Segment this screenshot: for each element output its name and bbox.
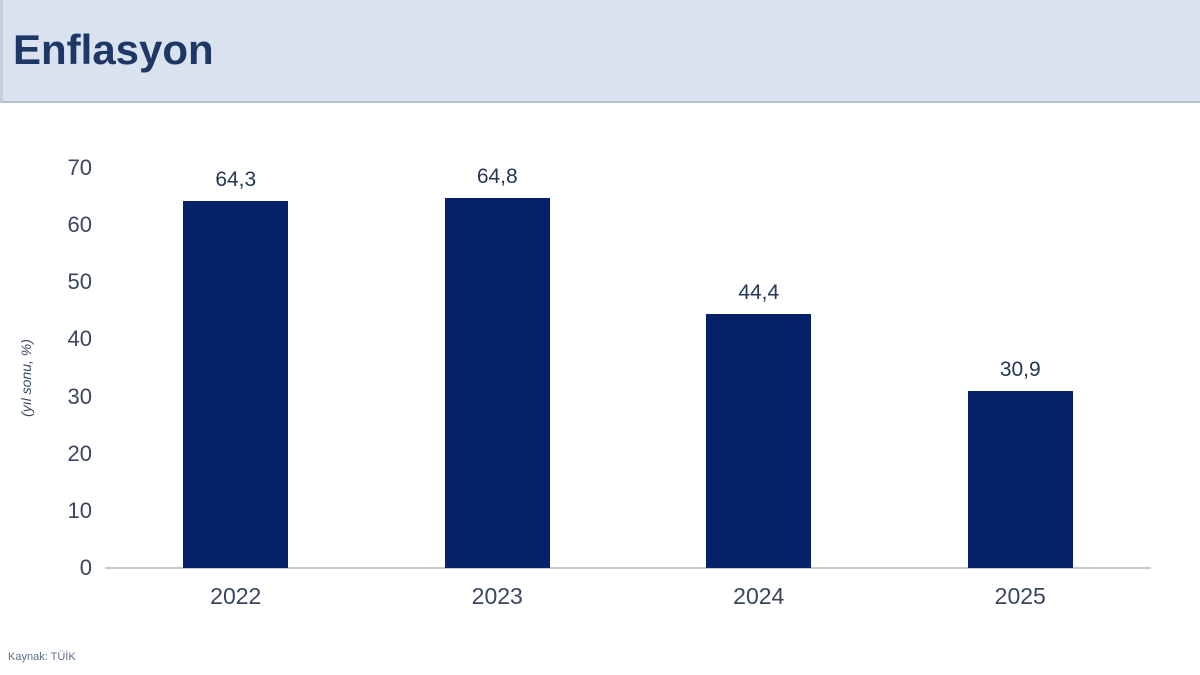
slide-header: Enflasyon bbox=[0, 0, 1200, 103]
bar-value-label: 64,8 bbox=[476, 164, 518, 188]
inflation-bar-chart: (yıl sonu, %) 0 10 20 30 40 50 60 70 64,3 2022 64… bbox=[0, 103, 1200, 643]
bar bbox=[444, 197, 550, 568]
x-axis-label: 2023 bbox=[471, 583, 523, 609]
x-axis-label: 2022 bbox=[210, 583, 262, 609]
x-axis-label: 2025 bbox=[994, 583, 1046, 609]
bar bbox=[706, 314, 812, 568]
y-tick-label: 30 bbox=[67, 383, 92, 409]
y-tick-label: 40 bbox=[67, 326, 92, 352]
y-tick-label: 10 bbox=[67, 497, 92, 523]
bar-value-label: 30,9 bbox=[999, 358, 1041, 382]
y-axis-title: (yıl sonu, %) bbox=[18, 339, 34, 417]
y-tick-label: 20 bbox=[67, 440, 92, 466]
bar bbox=[967, 391, 1073, 568]
x-axis-label: 2024 bbox=[733, 583, 785, 609]
y-tick-label: 60 bbox=[67, 212, 92, 238]
bar-value-label: 64,3 bbox=[215, 167, 257, 191]
page-title: Enflasyon bbox=[13, 26, 214, 73]
bar-value-label: 44,4 bbox=[738, 281, 780, 305]
y-tick-label: 70 bbox=[67, 155, 92, 181]
bar bbox=[183, 200, 289, 568]
y-tick-label: 0 bbox=[79, 555, 92, 580]
source-note: Kaynak: TÜİK bbox=[8, 651, 76, 663]
y-tick-label: 50 bbox=[67, 269, 92, 295]
x-axis-line bbox=[105, 567, 1151, 569]
